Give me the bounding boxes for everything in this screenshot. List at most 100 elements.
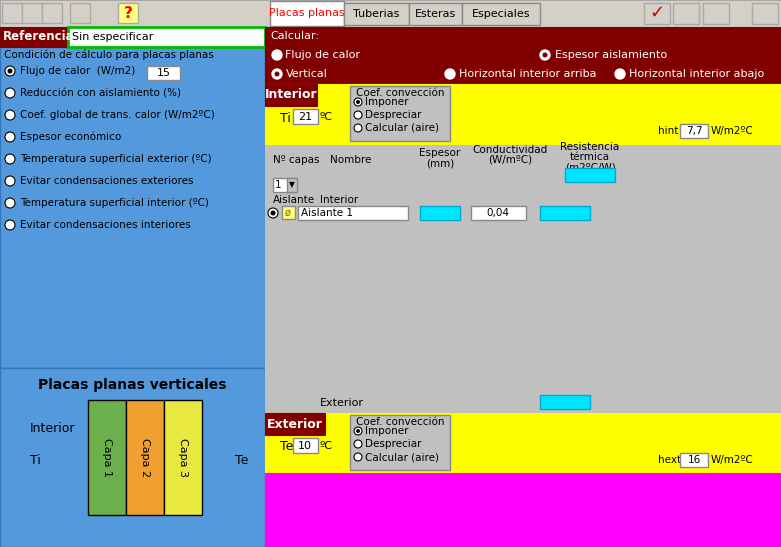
Bar [265, 413, 325, 435]
Text: Capa 1: Capa 1 [102, 438, 112, 477]
Circle shape [5, 176, 15, 186]
Bar [350, 415, 450, 470]
Text: Interior: Interior [265, 89, 317, 102]
Circle shape [354, 427, 362, 435]
Text: ºC: ºC [320, 441, 333, 451]
Text: 7,7: 7,7 [686, 126, 702, 136]
Text: Evitar condensaciones exteriores: Evitar condensaciones exteriores [20, 176, 194, 186]
Text: Calcular:: Calcular: [270, 31, 319, 41]
Bar [420, 206, 460, 220]
Bar [644, 3, 670, 24]
Bar [471, 206, 526, 220]
Text: térmica: térmica [570, 152, 610, 162]
Text: 0,04: 0,04 [487, 208, 509, 218]
Bar [70, 3, 90, 23]
Text: Horizontal interior arriba: Horizontal interior arriba [459, 69, 597, 79]
Bar [88, 400, 126, 515]
Bar [293, 109, 318, 124]
Bar [565, 168, 615, 182]
Text: Capa 3: Capa 3 [178, 438, 188, 477]
Circle shape [356, 100, 360, 104]
Circle shape [270, 211, 276, 216]
Bar [68, 27, 265, 47]
Text: Placas planas: Placas planas [269, 8, 345, 18]
Bar [680, 453, 708, 467]
Text: Calcular (aire): Calcular (aire) [365, 123, 439, 133]
Text: Conductividad: Conductividad [473, 145, 547, 155]
Circle shape [354, 98, 362, 106]
Text: Evitar condensaciones interiores: Evitar condensaciones interiores [20, 220, 191, 230]
Bar [265, 84, 317, 106]
Text: Espesor: Espesor [419, 148, 461, 158]
Text: ▼: ▼ [289, 181, 295, 189]
Bar [0, 47, 265, 368]
Text: Coef. convección: Coef. convección [356, 417, 444, 427]
Text: Espesor económico: Espesor económico [20, 132, 121, 142]
Text: Calcular (aire): Calcular (aire) [365, 452, 439, 462]
Circle shape [5, 88, 15, 98]
Bar [265, 473, 781, 547]
Text: Especiales: Especiales [472, 9, 530, 19]
Text: ø: ø [285, 208, 291, 218]
Circle shape [274, 72, 280, 77]
Bar [2, 3, 22, 23]
Text: Aislante: Aislante [273, 195, 315, 205]
Bar [42, 3, 62, 23]
Circle shape [268, 208, 278, 218]
Text: ✓: ✓ [650, 4, 665, 22]
Text: Ti: Ti [280, 112, 291, 125]
Text: Ti: Ti [30, 453, 41, 467]
Bar [22, 3, 42, 23]
Text: Aislante 1: Aislante 1 [301, 208, 353, 218]
Text: hext: hext [658, 455, 681, 465]
Text: Horizontal interior abajo: Horizontal interior abajo [629, 69, 765, 79]
Circle shape [354, 124, 362, 132]
Text: Condición de cálculo para placas planas: Condición de cálculo para placas planas [4, 50, 214, 60]
Circle shape [615, 69, 625, 79]
Text: Flujo de calor: Flujo de calor [285, 50, 360, 60]
Text: Coef. global de trans. calor (W/m2ºC): Coef. global de trans. calor (W/m2ºC) [20, 110, 215, 120]
Circle shape [5, 220, 15, 230]
Bar [265, 65, 781, 84]
Bar [0, 0, 781, 27]
Circle shape [354, 111, 362, 119]
Text: 1: 1 [275, 180, 282, 190]
Bar [287, 178, 297, 192]
Bar [0, 27, 68, 47]
Circle shape [540, 50, 550, 60]
Text: Exterior: Exterior [267, 417, 323, 430]
Text: Despreciar: Despreciar [365, 439, 422, 449]
Text: 16: 16 [687, 455, 701, 465]
Text: Temperatura superficial interior (ºC): Temperatura superficial interior (ºC) [20, 198, 209, 208]
Text: Tuberias: Tuberias [353, 9, 399, 19]
Text: Te: Te [235, 453, 248, 467]
Bar [540, 395, 590, 409]
Text: (W/mºC): (W/mºC) [488, 155, 532, 165]
Text: Vertical: Vertical [286, 69, 328, 79]
Text: Capa 2: Capa 2 [140, 438, 150, 477]
Bar [0, 368, 265, 547]
Text: (m2ºC/W): (m2ºC/W) [565, 162, 615, 172]
Text: Exterior: Exterior [320, 398, 364, 408]
Text: Nº capas: Nº capas [273, 155, 319, 165]
Text: Espesor aislamiento: Espesor aislamiento [555, 50, 667, 60]
Bar [282, 206, 295, 219]
Circle shape [354, 440, 362, 448]
Circle shape [8, 68, 12, 73]
Bar [298, 206, 408, 220]
Bar [680, 124, 708, 138]
Circle shape [5, 132, 15, 142]
Text: Referencia: Referencia [3, 31, 75, 44]
Text: Imponer: Imponer [365, 97, 408, 107]
Text: Esteras: Esteras [415, 9, 455, 19]
Circle shape [356, 429, 360, 433]
Text: Placas planas verticales: Placas planas verticales [37, 378, 226, 392]
Circle shape [5, 154, 15, 164]
Circle shape [5, 66, 15, 76]
Text: 21: 21 [298, 112, 312, 122]
Text: Imponer: Imponer [365, 426, 408, 436]
Text: W/m2ºC: W/m2ºC [711, 455, 754, 465]
Bar [164, 400, 202, 515]
Text: Nombre: Nombre [330, 155, 372, 165]
Circle shape [445, 69, 455, 79]
